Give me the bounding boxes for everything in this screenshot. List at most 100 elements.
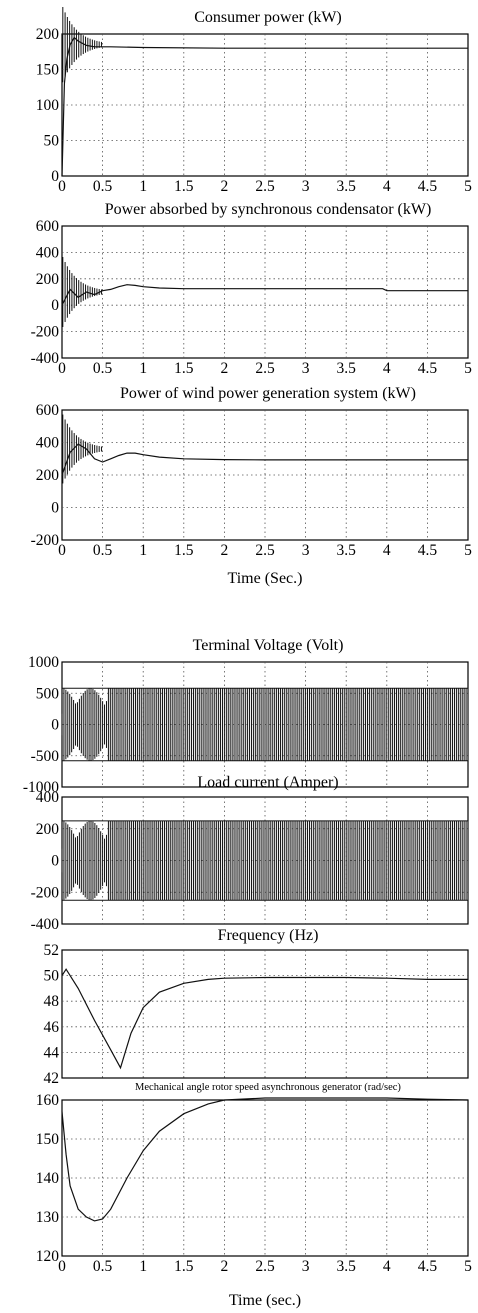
y-tick-label: 46	[44, 1019, 60, 1036]
y-tick-label: 0	[51, 853, 59, 870]
y-tick-label: 140	[36, 1170, 60, 1187]
y-tick-label: 600	[36, 402, 60, 419]
x-tick-label: 4.5	[418, 178, 438, 195]
y-tick-label: 42	[44, 1070, 60, 1087]
panel-rotor-speed: Mechanical angle rotor speed asynchronou…	[36, 1082, 472, 1309]
x-tick-label: 2.5	[255, 542, 275, 559]
title-load-current: Load current (Amper)	[197, 774, 338, 791]
x-tick-label: 1	[139, 360, 147, 377]
y-tick-label: 400	[36, 244, 60, 261]
plot-area: -400 -200 0 200 400 600 0 0.5 1 1.5 2 2.5 3 3.5 4 4.5 5	[31, 218, 473, 377]
x-tick-label: 4	[383, 178, 391, 195]
x-tick-label: 3	[302, 360, 310, 377]
x-tick-label: 0	[58, 360, 66, 377]
y-tick-label: 200	[36, 821, 60, 838]
x-tick-label: 0.5	[93, 360, 113, 377]
x-tick-label: 0.5	[93, 542, 113, 559]
y-tick-label: -200	[31, 532, 60, 549]
x-tick-label: 1	[139, 542, 147, 559]
y-tick-label: -1000	[23, 779, 59, 796]
y-tick-label: -400	[31, 350, 60, 367]
x-tick-label: 2.5	[255, 360, 275, 377]
y-tick-label: 50	[44, 968, 60, 985]
x-tick-label: 0	[58, 178, 66, 195]
x-tick-label: 2.5	[255, 178, 275, 195]
title-consumer-power: Consumer power (kW)	[194, 9, 342, 26]
y-tick-label: 48	[44, 993, 60, 1010]
x-tick-label: 2	[221, 178, 229, 195]
title-rotor-speed: Mechanical angle rotor speed asynchronou…	[135, 1082, 401, 1093]
y-tick-label: 150	[36, 62, 60, 79]
x-tick-label: 2	[221, 360, 229, 377]
y-tick-label: 200	[36, 26, 60, 43]
panel-synchronous-condensator: Power absorbed by synchronous condensato…	[31, 201, 473, 377]
x-tick-label: 3	[302, 542, 310, 559]
x-tick-label: 4.5	[418, 1258, 438, 1275]
x-tick-label: 2	[221, 542, 229, 559]
y-tick-label: 160	[36, 1092, 60, 1109]
x-tick-label: 5	[464, 542, 472, 559]
y-tick-label: 200	[36, 467, 60, 484]
x-tick-label: 3.5	[337, 542, 357, 559]
series-line	[61, 1097, 469, 1222]
y-tick-label: -500	[31, 748, 60, 765]
y-tick-label: -200	[31, 324, 60, 341]
title-synchronous-condensator: Power absorbed by synchronous condensato…	[105, 201, 432, 218]
x-tick-label: 4	[383, 542, 391, 559]
y-tick-label: -200	[31, 884, 60, 901]
panel-wind-power: Power of wind power generation system (k…	[31, 385, 473, 587]
panel-consumer-power: Consumer power (kW) 0 50 100 150 200 0 0.5 1 1.5…	[36, 7, 472, 195]
x-axis-label: Time (Sec.)	[228, 570, 303, 587]
x-tick-label: 4.5	[418, 542, 438, 559]
panel-terminal-voltage: Terminal Voltage (Volt) -1000 -500 0 500 100…	[23, 637, 469, 796]
y-tick-label: 200	[36, 271, 60, 288]
x-tick-label: 1	[139, 1258, 147, 1275]
x-tick-label: 3	[302, 1258, 310, 1275]
x-tick-label: 1.5	[174, 178, 194, 195]
x-tick-label: 1.5	[174, 542, 194, 559]
y-tick-label: 0	[51, 168, 59, 185]
x-tick-label: 3.5	[337, 360, 357, 377]
y-tick-label: 120	[36, 1248, 60, 1265]
y-tick-label: 52	[44, 942, 60, 959]
plot-area: 120 130 140 150 160 0 0.5 1 1.5 2 2.5 3 3.5 4 4.5 5	[36, 1092, 472, 1275]
x-tick-label: 2	[221, 1258, 229, 1275]
plot-frame	[61, 225, 469, 359]
x-tick-label: 3.5	[337, 178, 357, 195]
plot-area: 42 44 46 48 50 52	[44, 942, 468, 1087]
plot-area: -400 -200 0 200 400	[31, 789, 469, 933]
x-tick-label: 5	[464, 1258, 472, 1275]
x-tick-label: 5	[464, 360, 472, 377]
y-tick-label: 44	[44, 1044, 60, 1061]
panel-load-current: Load current (Amper) -400 -200 0 200 400	[31, 774, 469, 933]
panel-frequency: Frequency (Hz) 42 44 46 48 50 52	[44, 927, 469, 1087]
x-tick-label: 3.5	[337, 1258, 357, 1275]
plot-area: -1000 -500 0 500 1000	[23, 654, 469, 796]
plot-area: 0 50 100 150 200 0 0.5 1 1.5 2 2.5 3 3.5 4 4.5 5	[36, 7, 472, 195]
y-tick-label: 130	[36, 1209, 60, 1226]
x-tick-label: 1	[139, 178, 147, 195]
title-terminal-voltage: Terminal Voltage (Volt)	[193, 637, 344, 654]
y-tick-label: 1000	[28, 654, 59, 671]
y-tick-label: 0	[51, 297, 59, 314]
x-axis-label: Time (sec.)	[229, 1292, 301, 1309]
y-tick-label: 100	[36, 97, 60, 114]
x-tick-label: 0.5	[93, 1258, 113, 1275]
x-tick-label: 2.5	[255, 1258, 275, 1275]
x-tick-label: 0.5	[93, 178, 113, 195]
x-tick-label: 1.5	[174, 1258, 194, 1275]
x-tick-label: 3	[302, 178, 310, 195]
y-tick-label: 400	[36, 435, 60, 452]
y-tick-label: 500	[36, 685, 60, 702]
title-wind-power: Power of wind power generation system (k…	[120, 385, 416, 402]
x-tick-label: 4	[383, 360, 391, 377]
title-frequency: Frequency (Hz)	[218, 927, 319, 944]
x-tick-label: 1.5	[174, 360, 194, 377]
y-tick-label: -400	[31, 916, 60, 933]
x-tick-label: 0	[58, 542, 66, 559]
x-tick-label: 4.5	[418, 360, 438, 377]
y-tick-label: 0	[51, 500, 59, 517]
y-tick-label: 0	[51, 717, 59, 734]
